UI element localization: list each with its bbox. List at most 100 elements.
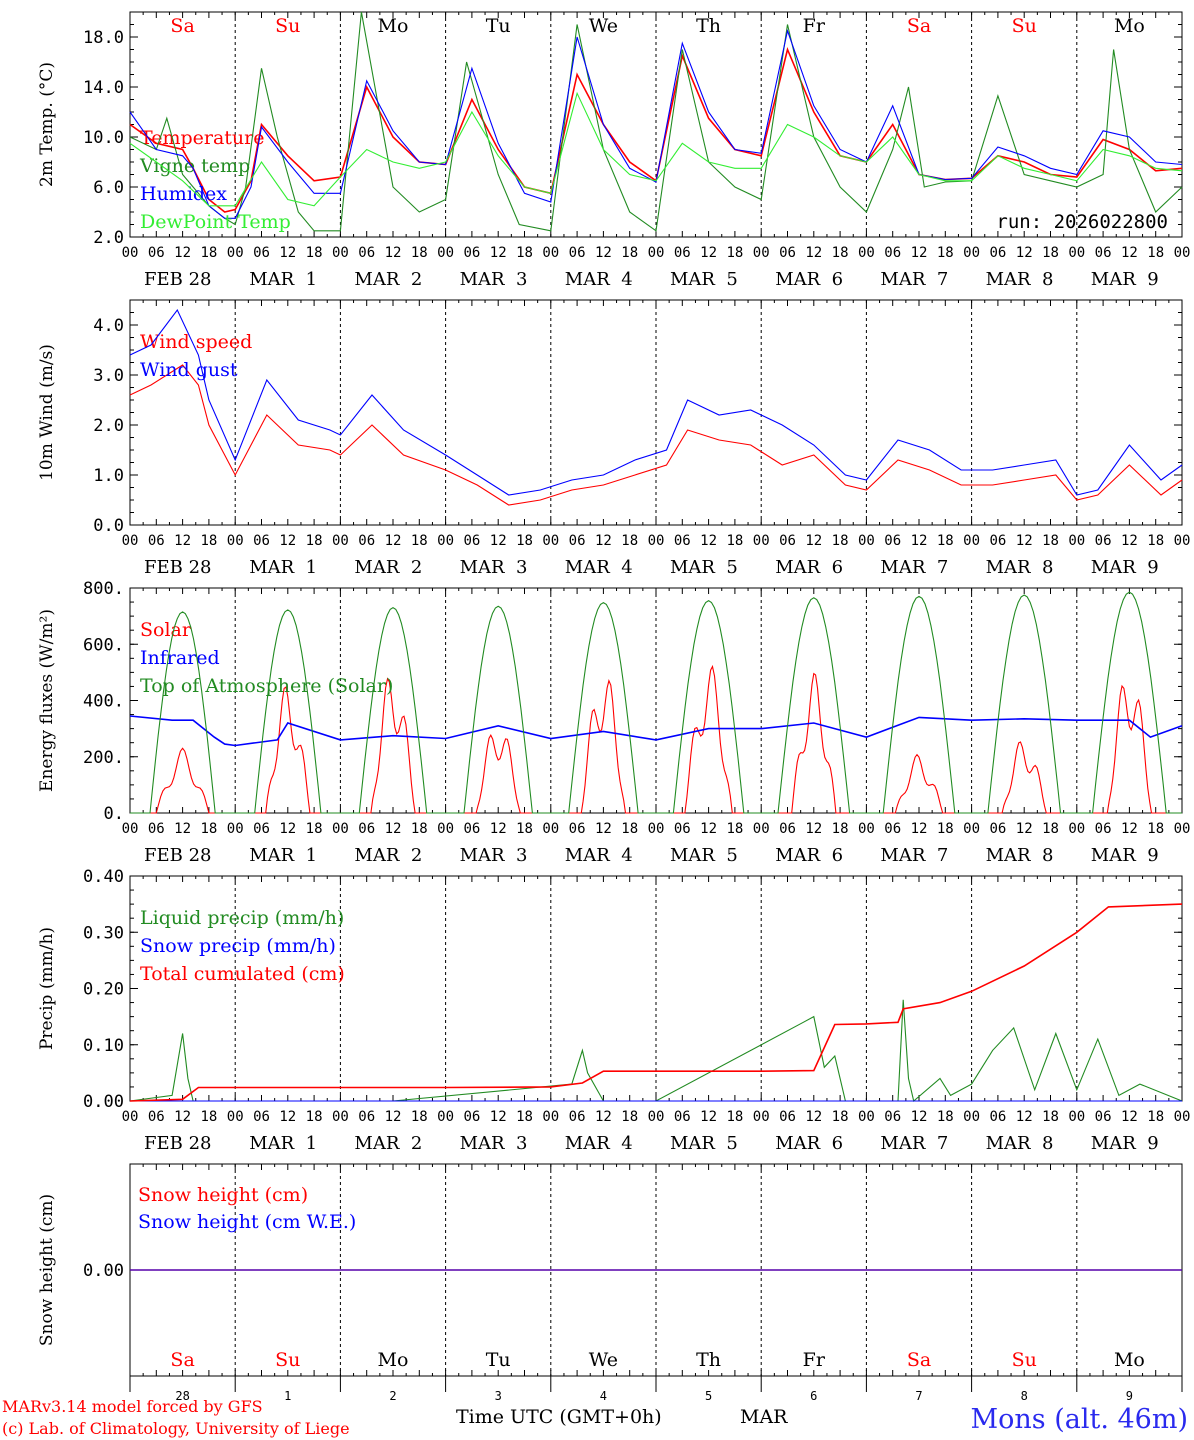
energy-legend-solar: Solar — [140, 619, 192, 641]
precip-date-label: MAR 4 — [565, 1133, 633, 1154]
precip-hour-label: 18 — [937, 1109, 954, 1125]
temperature-hour-label: 00 — [858, 245, 875, 261]
energy-hour-label: 18 — [306, 821, 323, 837]
energy-hour-label: 06 — [463, 821, 480, 837]
energy-hour-label: 12 — [174, 821, 191, 837]
temperature-hour-label: 12 — [805, 245, 822, 261]
temperature-y-tick-label: 2.0 — [93, 228, 124, 248]
precip-hour-label: 00 — [332, 1109, 349, 1125]
energy-hour-label: 06 — [779, 821, 796, 837]
day-number-label: 3 — [495, 1389, 502, 1403]
energy-hour-label: 12 — [490, 821, 507, 837]
wind-y-tick-label: 1.0 — [93, 466, 124, 486]
precip-hour-label: 00 — [1068, 1109, 1085, 1125]
energy-date-label: MAR 5 — [670, 845, 738, 866]
wind-hour-label: 00 — [227, 533, 244, 549]
precip-hour-label: 06 — [674, 1109, 691, 1125]
day-number-label: 8 — [1021, 1389, 1028, 1403]
lab-credit: (c) Lab. of Climatology, University of L… — [2, 1419, 350, 1438]
energy-hour-label: 12 — [805, 821, 822, 837]
energy-hour-label: 06 — [253, 821, 270, 837]
precip-date-label: MAR 6 — [775, 1133, 843, 1154]
energy-hour-label: 06 — [884, 821, 901, 837]
energy-date-label: MAR 1 — [249, 845, 317, 866]
energy-date-label: MAR 9 — [1091, 845, 1159, 866]
wind-hour-label: 06 — [148, 533, 165, 549]
top-dow-label: We — [589, 15, 618, 37]
temperature-hour-label: 06 — [148, 245, 165, 261]
precip-date-label: MAR 7 — [880, 1133, 948, 1154]
wind-date-label: MAR 4 — [565, 557, 633, 578]
energy-hour-label: 18 — [1042, 821, 1059, 837]
precip-hour-label: 12 — [595, 1109, 612, 1125]
energy-hour-label: 18 — [937, 821, 954, 837]
temperature-y-axis-label: 2m Temp. (°C) — [37, 62, 57, 187]
temperature-hour-label: 06 — [463, 245, 480, 261]
wind-legend-wind-gust: Wind gust — [140, 359, 238, 381]
precip-y-tick-label: 0.40 — [83, 867, 124, 887]
precip-hour-label: 06 — [253, 1109, 270, 1125]
temperature-frame — [129, 11, 1183, 238]
temperature-hour-label: 18 — [621, 245, 638, 261]
temperature-hour-label: 12 — [490, 245, 507, 261]
wind-hour-label: 00 — [858, 533, 875, 549]
wind-hour-label: 00 — [332, 533, 349, 549]
wind-hour-label: 18 — [516, 533, 533, 549]
precip-hour-label: 18 — [726, 1109, 743, 1125]
temperature-y-tick-label: 14.0 — [83, 78, 124, 98]
temperature-hour-label: 18 — [1147, 245, 1164, 261]
top-dow-label: Mo — [378, 15, 409, 37]
energy-hour-label: 00 — [1068, 821, 1085, 837]
wind-hour-label: 00 — [542, 533, 559, 549]
wind-hour-label: 12 — [595, 533, 612, 549]
energy-hour-label: 06 — [358, 821, 375, 837]
energy-hour-label: 06 — [569, 821, 586, 837]
energy-date-label: MAR 8 — [986, 845, 1054, 866]
wind-hour-label: 12 — [700, 533, 717, 549]
wind-date-label: MAR 1 — [249, 557, 317, 578]
wind-hour-label: 18 — [621, 533, 638, 549]
wind-series-wind-speed — [129, 364, 1183, 506]
day-number-label: 28 — [175, 1389, 189, 1403]
precip-hour-label: 18 — [411, 1109, 428, 1125]
precip-y-tick-label: 0.30 — [83, 923, 124, 943]
energy-hour-label: 00 — [332, 821, 349, 837]
bottom-dow-label: Th — [696, 1349, 721, 1371]
precip-hour-label: 00 — [648, 1109, 665, 1125]
station-label: Mons (alt. 46m) — [970, 1404, 1188, 1435]
day-number-label: 2 — [389, 1389, 396, 1403]
precip-hour-label: 18 — [832, 1109, 849, 1125]
precip-hour-label: 12 — [279, 1109, 296, 1125]
temperature-legend-humidex: Humidex — [140, 183, 227, 205]
precip-hour-label: 12 — [385, 1109, 402, 1125]
bottom-dow-label: Sa — [170, 1349, 194, 1371]
wind-date-label: MAR 9 — [1091, 557, 1159, 578]
precip-y-axis-label: Precip (mm/h) — [37, 927, 57, 1050]
energy-date-label: FEB 28 — [144, 845, 211, 866]
energy-hour-label: 18 — [621, 821, 638, 837]
energy-y-tick-label: 0. — [104, 804, 124, 824]
energy-hour-label: 00 — [122, 821, 139, 837]
wind-hour-label: 12 — [174, 533, 191, 549]
wind-y-tick-label: 2.0 — [93, 416, 124, 436]
energy-hour-label: 00 — [963, 821, 980, 837]
wind-hour-label: 18 — [1042, 533, 1059, 549]
wind-hour-label: 12 — [279, 533, 296, 549]
energy-hour-label: 12 — [700, 821, 717, 837]
temperature-hour-label: 18 — [411, 245, 428, 261]
precip-y-tick-label: 0.20 — [83, 980, 124, 1000]
energy-legend-top-of-atmosphere-solar-: Top of Atmosphere (Solar) — [140, 675, 393, 697]
energy-hour-label: 06 — [674, 821, 691, 837]
temperature-date-label: MAR 5 — [670, 269, 738, 290]
precip-hour-label: 12 — [805, 1109, 822, 1125]
precip-hour-label: 12 — [1121, 1109, 1138, 1125]
temperature-date-label: MAR 7 — [880, 269, 948, 290]
precip-hour-label: 06 — [148, 1109, 165, 1125]
precip-hour-label: 12 — [174, 1109, 191, 1125]
precip-y-tick-label: 0.00 — [83, 1092, 124, 1112]
energy-hour-label: 06 — [989, 821, 1006, 837]
precip-hour-label: 18 — [1147, 1109, 1164, 1125]
wind-hour-label: 06 — [253, 533, 270, 549]
energy-hour-label: 00 — [437, 821, 454, 837]
temperature-hour-label: 18 — [937, 245, 954, 261]
